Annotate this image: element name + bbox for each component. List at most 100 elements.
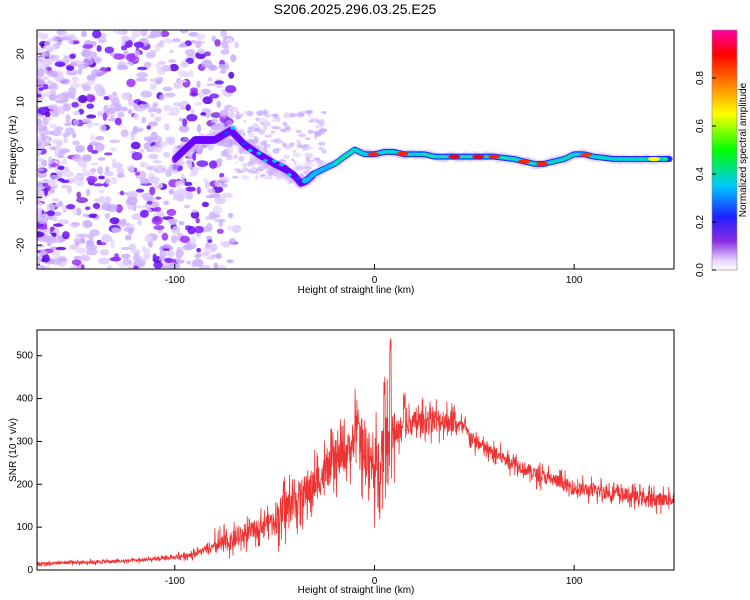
spectrogram-noise-blob xyxy=(37,231,45,238)
spectrogram-noise-blob xyxy=(37,168,45,172)
spectrogram-noise-blob xyxy=(196,247,202,253)
spectrogram-noise-blob xyxy=(268,133,274,136)
spectrogram-noise-blob xyxy=(100,32,107,38)
spectrogram-noise-blob xyxy=(168,59,177,63)
spectrogram-noise-blob xyxy=(39,249,48,256)
spectrogram-noise-blob xyxy=(60,179,70,184)
spectrogram-noise-blob xyxy=(120,92,130,100)
spectrogram-noise-blob xyxy=(196,160,209,168)
spectrogram-ridge-core xyxy=(230,126,236,130)
spectrogram-ridge-core xyxy=(286,173,292,177)
spectrogram-noise-blob xyxy=(55,93,68,100)
spectrogram-noise-blob xyxy=(107,118,117,122)
spectrogram-noise-blob xyxy=(94,56,103,65)
spectrogram-noise-blob xyxy=(135,77,148,82)
spectrogram-noise-blob xyxy=(196,186,201,195)
spectrogram-noise-blob xyxy=(135,188,145,193)
spectrogram-noise-blob xyxy=(318,119,326,125)
spectrogram-noise-blob xyxy=(165,250,175,258)
snr-xtick-label: -100 xyxy=(165,576,185,587)
spectrogram-noise-blob xyxy=(137,128,143,132)
spectrogram-noise-blob xyxy=(89,122,101,126)
spectrogram-noise-blob xyxy=(37,265,42,269)
spectrogram-noise-blob xyxy=(106,264,113,269)
spectrogram-noise-blob xyxy=(141,116,147,124)
spectrogram-noise-blob xyxy=(295,112,305,118)
spectrogram-noise-blob xyxy=(206,222,213,232)
spectrogram-noise-blob xyxy=(126,78,136,88)
spectrogram-noise-blob xyxy=(121,253,131,259)
spectrogram-noise-blob xyxy=(130,249,141,254)
spectrogram-noise-blob xyxy=(225,156,233,161)
spectrogram-noise-blob xyxy=(75,247,86,254)
spectrogram-noise-blob xyxy=(131,30,142,38)
spectrogram-noise-blob xyxy=(116,64,129,71)
spectrogram-noise-blob xyxy=(309,118,316,121)
spectrogram-noise-blob xyxy=(240,113,244,117)
spectrogram-noise-blob xyxy=(148,121,159,127)
spectrogram-noise-blob xyxy=(189,87,199,94)
spectrogram-noise-blob xyxy=(141,246,147,253)
spectrogram-noise-blob xyxy=(214,80,224,85)
spectrogram-noise-blob xyxy=(69,221,80,229)
spectrogram-noise-blob xyxy=(51,45,56,52)
spectrogram-noise-blob xyxy=(97,166,104,175)
spectrogram-noise-blob xyxy=(241,175,249,180)
spectrogram-noise-blob xyxy=(49,123,57,129)
spectrogram-noise-blob xyxy=(205,256,216,260)
spectrogram-noise-blob xyxy=(247,132,255,138)
spectrogram-noise-blob xyxy=(132,125,139,135)
spectrogram-noise-blob xyxy=(152,164,164,174)
spectrogram-ytick-label: -20 xyxy=(16,237,27,252)
spectrogram-noise-blob xyxy=(183,204,191,209)
spectrogram-noise-blob xyxy=(37,48,44,53)
spectrogram-noise-blob xyxy=(120,45,128,51)
spectrogram-noise-blob xyxy=(98,189,105,194)
spectrogram-noise-blob xyxy=(219,70,227,74)
spectrogram-noise-blob xyxy=(75,174,81,181)
spectrogram-noise-blob xyxy=(241,167,250,172)
spectrogram-noise-blob xyxy=(309,159,313,163)
spectrogram-noise-blob xyxy=(143,61,152,68)
spectrogram-noise-blob xyxy=(37,68,45,77)
spectrogram-noise-blob xyxy=(179,42,186,48)
spectrogram-noise-blob xyxy=(52,223,64,227)
spectrogram-noise-blob xyxy=(308,120,315,123)
spectrogram-noise-blob xyxy=(232,175,239,179)
spectrogram-noise-blob xyxy=(119,190,125,196)
spectrogram-noise-blob xyxy=(212,205,223,215)
spectrogram-noise-blob xyxy=(88,213,98,218)
spectrogram-noise-blob xyxy=(104,212,111,219)
spectrogram-noise-blob xyxy=(104,46,115,54)
spectrogram-noise-blob xyxy=(255,175,259,180)
spectrogram-noise-blob xyxy=(161,265,172,269)
spectrogram-noise-blob xyxy=(110,239,116,249)
spectrogram-noise-blob xyxy=(206,83,217,87)
spectrogram-noise-blob xyxy=(216,158,223,164)
spectrogram-noise-blob xyxy=(205,235,213,240)
spectrogram-noise-blob xyxy=(154,116,162,122)
spectrogram-noise-blob xyxy=(190,210,200,219)
spectrogram-noise-blob xyxy=(143,197,156,202)
snr-series-line xyxy=(37,338,674,567)
spectrogram-noise-blob xyxy=(210,112,222,119)
spectrogram-noise-blob xyxy=(220,48,230,55)
spectrogram-noise-blob xyxy=(53,149,60,158)
spectrogram-noise-blob xyxy=(57,165,65,171)
spectrogram-noise-blob xyxy=(71,259,82,266)
spectrogram-noise-blob xyxy=(198,91,204,100)
spectrogram-noise-blob xyxy=(199,251,210,257)
spectrogram-noise-blob xyxy=(86,114,97,119)
spectrogram-noise-blob xyxy=(71,101,79,108)
snr-ytick-label: 0 xyxy=(27,565,33,576)
spectrogram-noise-blob xyxy=(219,109,229,118)
spectrogram-noise-blob xyxy=(152,253,157,260)
spectrogram-noise-blob xyxy=(159,39,165,45)
spectrogram-noise-blob xyxy=(101,234,112,243)
colorbar-tick-label: 0.2 xyxy=(695,215,706,229)
spectrogram-noise-blob xyxy=(233,41,240,49)
snr-panel: -100 0 100 0 100 200 300 400 500 Height of stra… xyxy=(8,329,675,596)
spectrogram-noise-blob xyxy=(275,116,281,123)
spectrogram-noise-blob xyxy=(82,44,94,49)
